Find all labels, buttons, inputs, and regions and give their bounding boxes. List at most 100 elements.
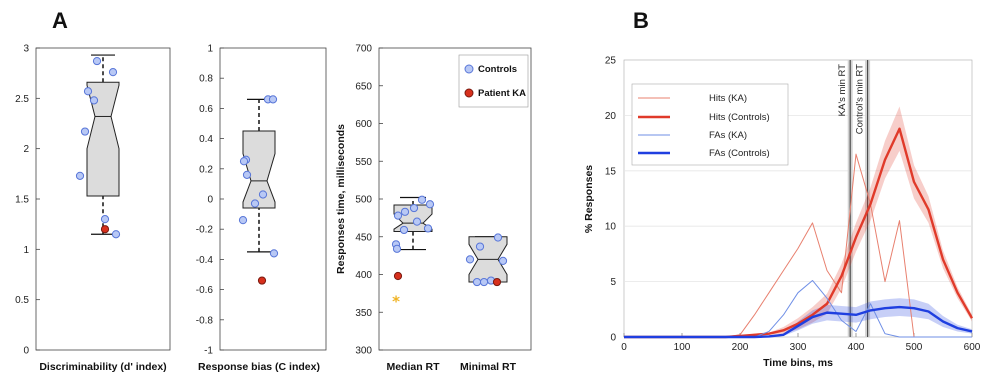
vline-label: Control's min RT: [855, 64, 866, 134]
y-tick-label: 1.5: [15, 195, 29, 206]
y-tick-label: 0.4: [199, 134, 213, 145]
vline-label: KA's min RT: [837, 64, 848, 117]
x-tick-label: 100: [674, 342, 691, 353]
y-tick-label: 3: [23, 44, 29, 55]
control-point: [242, 170, 252, 179]
y-tick-label: 20: [605, 111, 617, 122]
y-tick-label: 0.6: [199, 104, 213, 115]
legend-box: [458, 54, 529, 108]
line-fas-controls: [624, 305, 973, 339]
y-tick-label: 550: [355, 157, 372, 168]
legend-label-hits-controls: Hits (Controls): [709, 112, 770, 123]
control-point: [111, 230, 121, 239]
legend: Hits (KA) Hits (Controls) FAs (KA) FAs (…: [631, 83, 789, 166]
hits-controls-error-band: [624, 106, 972, 337]
y-tick-label: 0.5: [15, 295, 29, 306]
control-point: [239, 157, 249, 166]
y-axis-label: % Responses: [583, 165, 595, 233]
patient-point: [100, 225, 110, 234]
y-tick-label: 15: [605, 166, 617, 177]
legend: Controls Patient KA: [458, 54, 529, 108]
x-tick-label: 600: [964, 342, 981, 353]
control-point: [472, 277, 482, 287]
y-tick-label: -1: [204, 346, 213, 357]
y-tick-label: -0.2: [196, 225, 214, 236]
legend-marker-controls: [464, 64, 474, 74]
panel-b-label: B: [633, 8, 649, 33]
control-point: [399, 225, 409, 235]
control-point: [465, 255, 475, 264]
category-label-minimal-rt: Minimal RT: [460, 361, 517, 373]
control-point: [75, 171, 85, 180]
control-point: [238, 216, 248, 225]
legend-label-controls: Controls: [478, 64, 517, 75]
y-tick-label: 450: [355, 232, 372, 243]
y-tick-label: 0.8: [199, 74, 213, 85]
control-point: [493, 233, 503, 242]
chart-discriminability: 0 0.5 1 1.5 2 2.5 3 Discriminability (d' index…: [15, 44, 171, 373]
legend-marker-patient: [464, 88, 474, 98]
y-tick-label: 700: [355, 44, 372, 55]
control-point: [80, 127, 90, 136]
control-point: [409, 203, 419, 213]
y-tick-label: 25: [605, 56, 617, 67]
y-axis-label: Responses time, milliseconds: [335, 124, 347, 274]
y-tick-label: 500: [355, 195, 372, 206]
y-tick-label: 5: [610, 277, 616, 288]
x-axis-label: Discriminability (d' index): [39, 361, 166, 373]
control-point: [258, 190, 268, 199]
y-tick-label: 0.2: [199, 164, 213, 175]
y-tick-label: 600: [355, 119, 372, 130]
y-tick-label: -0.4: [196, 255, 214, 266]
control-point: [423, 224, 433, 233]
y-tick-label: 300: [355, 346, 372, 357]
outlier-marker: *: [392, 293, 400, 311]
x-tick-label: 0: [621, 342, 627, 353]
x-axis-label: Time bins, ms: [763, 357, 833, 369]
control-point: [498, 256, 508, 266]
x-tick-label: 400: [848, 342, 865, 353]
chart-time-course: 0 5 10 15 20 25 0 100 200 300 400 500 600 KA's min R…: [583, 56, 981, 370]
y-tick-label: 2.5: [15, 94, 29, 105]
y-tick-label: 0: [23, 346, 29, 357]
control-point: [475, 242, 485, 251]
box: [86, 81, 120, 197]
y-tick-label: 0: [610, 333, 616, 344]
control-point: [108, 68, 118, 77]
legend-label-fas-ka: FAs (KA): [709, 130, 747, 141]
control-point: [417, 195, 427, 204]
x-tick-label: 200: [732, 342, 749, 353]
control-point: [425, 200, 435, 209]
y-tick-label: -0.6: [196, 285, 214, 296]
control-point: [412, 217, 422, 226]
x-tick-label: 300: [790, 342, 807, 353]
control-point: [250, 199, 260, 208]
patient-point: [393, 271, 403, 281]
y-tick-label: 400: [355, 270, 372, 281]
y-tick-label: 650: [355, 81, 372, 92]
y-tick-label: 2: [23, 144, 29, 155]
control-point: [393, 211, 403, 220]
control-point: [100, 215, 110, 224]
panel-a-label: A: [52, 8, 68, 33]
y-tick-label: -0.8: [196, 315, 214, 326]
category-label-median-rt: Median RT: [386, 361, 440, 373]
x-tick-label: 500: [906, 342, 923, 353]
legend-label-hits-ka: Hits (KA): [709, 93, 747, 104]
control-point: [83, 87, 93, 96]
y-tick-label: 0: [207, 195, 213, 206]
chart-response-bias: -1 -0.8 -0.6 -0.4 -0.2 0 0.2 0.4 0.6 0.8 1 Respons…: [196, 44, 327, 373]
control-point: [392, 244, 402, 253]
y-tick-label: 1: [23, 245, 29, 256]
y-tick-label: 1: [207, 44, 213, 55]
control-point: [268, 95, 278, 104]
control-point: [92, 56, 102, 66]
patient-point: [492, 277, 502, 287]
legend-label-fas-controls: FAs (Controls): [709, 148, 770, 159]
chart-response-times: 300 350 400 450 500 550 600 650 700 * Responses …: [335, 44, 532, 373]
control-point: [89, 96, 99, 105]
x-axis-label: Response bias (C index): [198, 361, 320, 373]
control-point: [479, 277, 489, 287]
box: [242, 130, 276, 209]
